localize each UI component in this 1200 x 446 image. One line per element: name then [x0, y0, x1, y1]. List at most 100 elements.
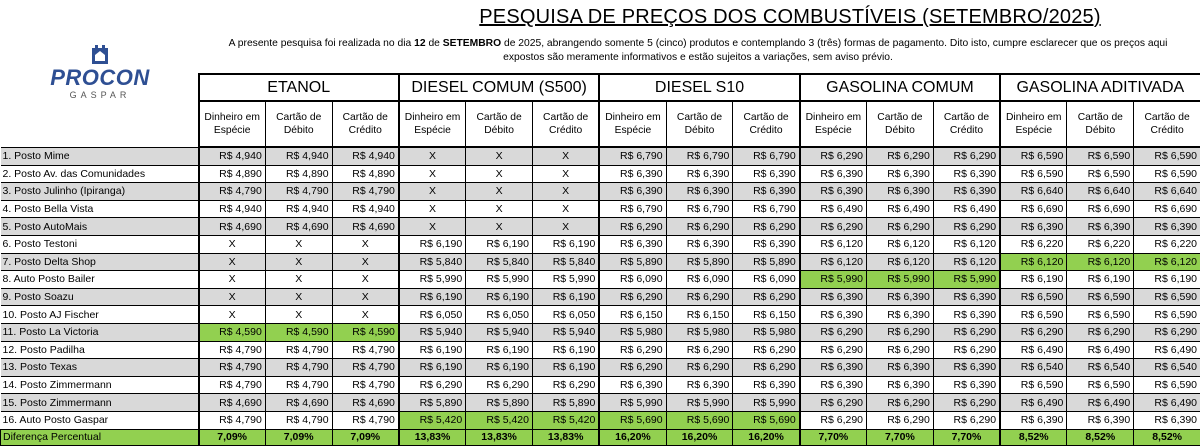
price-cell: R$ 6,690: [1000, 200, 1067, 218]
price-cell: X: [265, 288, 332, 306]
payment-header: Dinheiro em Espécie: [399, 101, 466, 147]
price-cell: R$ 6,790: [733, 200, 800, 218]
price-cell: X: [399, 218, 466, 236]
price-cell: R$ 5,420: [399, 411, 466, 429]
price-cell: R$ 6,590: [1000, 306, 1067, 324]
price-cell: R$ 6,590: [1067, 165, 1134, 183]
price-cell: R$ 5,980: [599, 323, 666, 341]
price-cell: R$ 6,490: [1134, 394, 1200, 412]
price-cell: R$ 6,540: [1000, 359, 1067, 377]
price-cell: R$ 6,290: [1134, 323, 1200, 341]
price-cell: R$ 4,690: [332, 218, 399, 236]
price-cell: R$ 6,590: [1067, 288, 1134, 306]
intro-mid: de: [426, 38, 443, 49]
price-cell: R$ 6,190: [532, 235, 599, 253]
station-name: 14. Posto Zimmermann: [1, 376, 199, 394]
price-cell: R$ 6,490: [1067, 341, 1134, 359]
payment-line1: Cartão de: [743, 112, 788, 123]
price-cell: R$ 4,790: [199, 411, 266, 429]
price-cell: R$ 4,790: [332, 376, 399, 394]
price-cell: R$ 4,790: [265, 183, 332, 201]
price-cell: R$ 6,120: [867, 235, 934, 253]
price-cell: R$ 5,890: [733, 253, 800, 271]
price-cell: R$ 6,120: [1000, 253, 1067, 271]
price-cell: R$ 6,290: [1067, 323, 1134, 341]
price-cell: R$ 6,290: [800, 411, 867, 429]
intro-text: A presente pesquisa foi realizada no dia…: [198, 37, 1198, 65]
price-cell: R$ 6,790: [733, 147, 800, 165]
price-cell: R$ 4,690: [199, 394, 266, 412]
payment-line1: Dinheiro em: [405, 112, 461, 123]
price-cell: R$ 6,390: [933, 376, 1000, 394]
price-cell: R$ 6,290: [666, 218, 733, 236]
station-name: 16. Auto Posto Gaspar: [1, 411, 199, 429]
price-cell: R$ 5,990: [733, 394, 800, 412]
price-cell: R$ 6,390: [800, 183, 867, 201]
payment-line1: Cartão de: [343, 112, 388, 123]
price-cell: R$ 4,940: [199, 200, 266, 218]
price-cell: R$ 6,290: [532, 376, 599, 394]
fuel-header: DIESEL S10: [599, 74, 799, 101]
price-cell: R$ 6,190: [399, 359, 466, 377]
price-cell: R$ 6,290: [867, 218, 934, 236]
payment-line1: Cartão de: [1078, 112, 1123, 123]
price-cell: R$ 4,590: [332, 323, 399, 341]
price-cell: R$ 5,840: [532, 253, 599, 271]
price-cell: R$ 6,490: [1134, 341, 1200, 359]
payment-line2: Espécie: [214, 125, 251, 136]
price-cell: R$ 6,290: [666, 359, 733, 377]
payment-line1: Cartão de: [944, 112, 989, 123]
price-cell: R$ 6,390: [1000, 411, 1067, 429]
price-cell: R$ 4,790: [332, 183, 399, 201]
price-cell: X: [399, 183, 466, 201]
payment-line2: Crédito: [749, 125, 782, 136]
price-cell: R$ 6,190: [466, 359, 533, 377]
fuel-header: ETANOL: [199, 74, 399, 101]
price-cell: R$ 6,490: [1000, 394, 1067, 412]
payment-line2: Débito: [885, 125, 915, 136]
price-cell: X: [466, 200, 533, 218]
price-cell: R$ 6,190: [399, 235, 466, 253]
price-cell: R$ 6,390: [733, 165, 800, 183]
payment-line1: Dinheiro em: [204, 112, 260, 123]
price-cell: R$ 4,790: [199, 183, 266, 201]
station-name: 11. Posto La Victoria: [1, 323, 199, 341]
price-cell: R$ 6,290: [800, 147, 867, 165]
price-cell: X: [332, 306, 399, 324]
price-cell: R$ 5,890: [466, 394, 533, 412]
price-cell: R$ 6,190: [1067, 271, 1134, 289]
price-cell: R$ 6,190: [466, 341, 533, 359]
price-cell: R$ 6,190: [1000, 271, 1067, 289]
intro-pre: A presente pesquisa foi realizada no dia: [229, 38, 414, 49]
payment-line1: Dinheiro em: [806, 112, 862, 123]
payment-line2: Espécie: [414, 125, 451, 136]
price-cell: X: [466, 183, 533, 201]
price-cell: R$ 6,490: [800, 200, 867, 218]
price-cell: R$ 4,940: [265, 200, 332, 218]
price-cell: X: [532, 200, 599, 218]
price-cell: X: [399, 200, 466, 218]
price-cell: X: [332, 235, 399, 253]
price-cell: R$ 6,050: [466, 306, 533, 324]
price-cell: R$ 6,390: [933, 359, 1000, 377]
price-cell: R$ 4,790: [265, 359, 332, 377]
price-cell: R$ 5,890: [599, 253, 666, 271]
price-cell: R$ 6,190: [1134, 271, 1200, 289]
price-cell: R$ 4,790: [199, 376, 266, 394]
price-cell: R$ 6,390: [933, 288, 1000, 306]
price-cell: R$ 6,590: [1067, 147, 1134, 165]
price-cell: R$ 6,590: [1067, 306, 1134, 324]
payment-line1: Dinheiro em: [605, 112, 661, 123]
price-cell: R$ 6,150: [666, 306, 733, 324]
